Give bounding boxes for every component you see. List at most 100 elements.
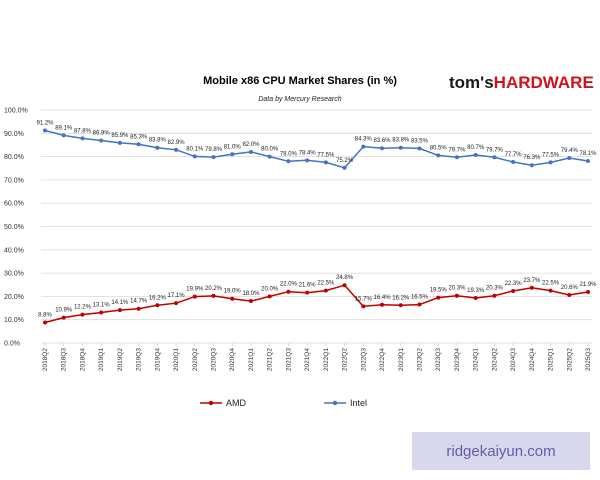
amd-data-label: 21.9% — [579, 282, 597, 288]
intel-data-label: 83.8% — [149, 138, 167, 144]
amd-point[interactable] — [511, 289, 516, 294]
amd-point[interactable] — [548, 288, 553, 293]
intel-point[interactable] — [342, 165, 347, 170]
intel-data-label: 85.3% — [130, 134, 148, 140]
amd-point[interactable] — [586, 289, 590, 294]
amd-data-label: 16.2% — [392, 295, 410, 301]
amd-data-label: 20.3% — [486, 286, 504, 292]
x-tick-label: 2020Q1 — [173, 348, 180, 372]
amd-point[interactable] — [43, 320, 47, 325]
amd-point[interactable] — [398, 303, 403, 308]
amd-point[interactable] — [436, 295, 441, 300]
amd-point[interactable] — [473, 296, 478, 301]
intel-point[interactable] — [117, 140, 122, 145]
x-tick-label: 2021Q4 — [304, 348, 311, 372]
x-tick-label: 2018Q4 — [79, 348, 86, 372]
amd-point[interactable] — [361, 304, 366, 309]
amd-point[interactable] — [567, 293, 572, 298]
amd-point[interactable] — [529, 285, 534, 290]
intel-point[interactable] — [248, 149, 253, 154]
amd-point[interactable] — [305, 290, 310, 295]
intel-point[interactable] — [586, 159, 590, 164]
intel-point[interactable] — [492, 155, 497, 160]
x-tick-label: 2023Q1 — [398, 348, 405, 372]
amd-point[interactable] — [211, 293, 216, 298]
amd-point[interactable] — [99, 310, 104, 315]
intel-point[interactable] — [473, 152, 478, 157]
amd-data-label: 8.8% — [38, 312, 52, 318]
amd-data-label: 19.0% — [224, 289, 242, 295]
amd-point[interactable] — [454, 293, 459, 298]
amd-point[interactable] — [174, 301, 179, 306]
amd-point[interactable] — [248, 299, 253, 304]
intel-data-label: 80.7% — [467, 145, 485, 151]
amd-data-label: 15.7% — [355, 296, 373, 302]
intel-point[interactable] — [529, 163, 534, 168]
intel-data-label: 77.7% — [505, 152, 523, 158]
amd-point[interactable] — [117, 308, 122, 313]
intel-point[interactable] — [211, 155, 216, 160]
intel-point[interactable] — [380, 146, 385, 151]
brand-logo-part2: HARDWARE — [494, 73, 594, 92]
intel-point[interactable] — [398, 145, 403, 150]
brand-logo: tom'sHARDWARE — [449, 73, 594, 92]
intel-point[interactable] — [286, 159, 291, 164]
y-tick-label: 70.0% — [4, 177, 24, 184]
amd-data-label: 20.3% — [448, 286, 466, 292]
legend-item-intel[interactable]: Intel — [324, 398, 367, 408]
intel-point[interactable] — [174, 147, 179, 152]
amd-point[interactable] — [323, 288, 328, 293]
intel-point[interactable] — [192, 154, 197, 159]
intel-data-label: 80.5% — [430, 145, 448, 151]
intel-data-label: 75.2% — [336, 158, 354, 164]
intel-point[interactable] — [454, 155, 459, 160]
intel-data-label: 80.0% — [261, 147, 279, 153]
amd-data-label: 20.6% — [561, 285, 579, 291]
intel-point[interactable] — [567, 155, 572, 160]
amd-point[interactable] — [380, 302, 385, 307]
intel-point[interactable] — [361, 144, 366, 149]
intel-data-label: 82.9% — [168, 140, 186, 146]
intel-point[interactable] — [417, 146, 422, 151]
intel-data-label: 79.8% — [205, 147, 223, 153]
amd-point[interactable] — [267, 294, 272, 299]
amd-point[interactable] — [192, 294, 197, 299]
amd-point[interactable] — [155, 303, 160, 308]
intel-data-label: 83.6% — [374, 138, 392, 144]
x-tick-label: 2023Q3 — [435, 348, 442, 372]
x-tick-label: 2021Q2 — [267, 348, 274, 372]
intel-point[interactable] — [323, 160, 328, 165]
x-tick-label: 2020Q2 — [192, 348, 199, 372]
intel-point[interactable] — [136, 142, 141, 147]
y-axis: 0.0% 10.0% 20.0% 30.0% 40.0% 50.0% 60.0% 70.0% 8… — [4, 108, 28, 348]
amd-point[interactable] — [61, 315, 66, 320]
x-tick-label: 2022Q1 — [323, 348, 330, 372]
legend-item-amd[interactable]: AMD — [200, 398, 247, 408]
amd-point[interactable] — [230, 296, 235, 301]
intel-point[interactable] — [230, 152, 235, 157]
x-tick-label: 2024Q1 — [473, 348, 480, 372]
x-tick-label: 2022Q2 — [342, 348, 349, 372]
y-tick-label: 20.0% — [4, 294, 24, 301]
amd-point[interactable] — [80, 312, 85, 317]
intel-point[interactable] — [80, 136, 85, 141]
amd-point[interactable] — [417, 302, 422, 307]
x-tick-label: 2018Q3 — [61, 348, 68, 372]
intel-point[interactable] — [99, 138, 104, 143]
amd-point[interactable] — [286, 289, 291, 294]
intel-point[interactable] — [267, 154, 272, 159]
intel-point[interactable] — [305, 158, 310, 163]
intel-point[interactable] — [511, 159, 516, 164]
intel-point[interactable] — [43, 128, 47, 133]
amd-point[interactable] — [136, 306, 141, 311]
amd-point[interactable] — [492, 293, 497, 298]
intel-point[interactable] — [61, 133, 66, 138]
amd-point[interactable] — [342, 283, 347, 288]
intel-point[interactable] — [155, 145, 160, 150]
x-tick-label: 2021Q3 — [285, 348, 292, 372]
intel-point[interactable] — [548, 160, 553, 165]
x-tick-label: 2019Q4 — [154, 348, 161, 372]
amd-data-label: 16.4% — [374, 295, 392, 301]
intel-point[interactable] — [436, 153, 441, 158]
legend: AMD Intel — [200, 398, 367, 408]
